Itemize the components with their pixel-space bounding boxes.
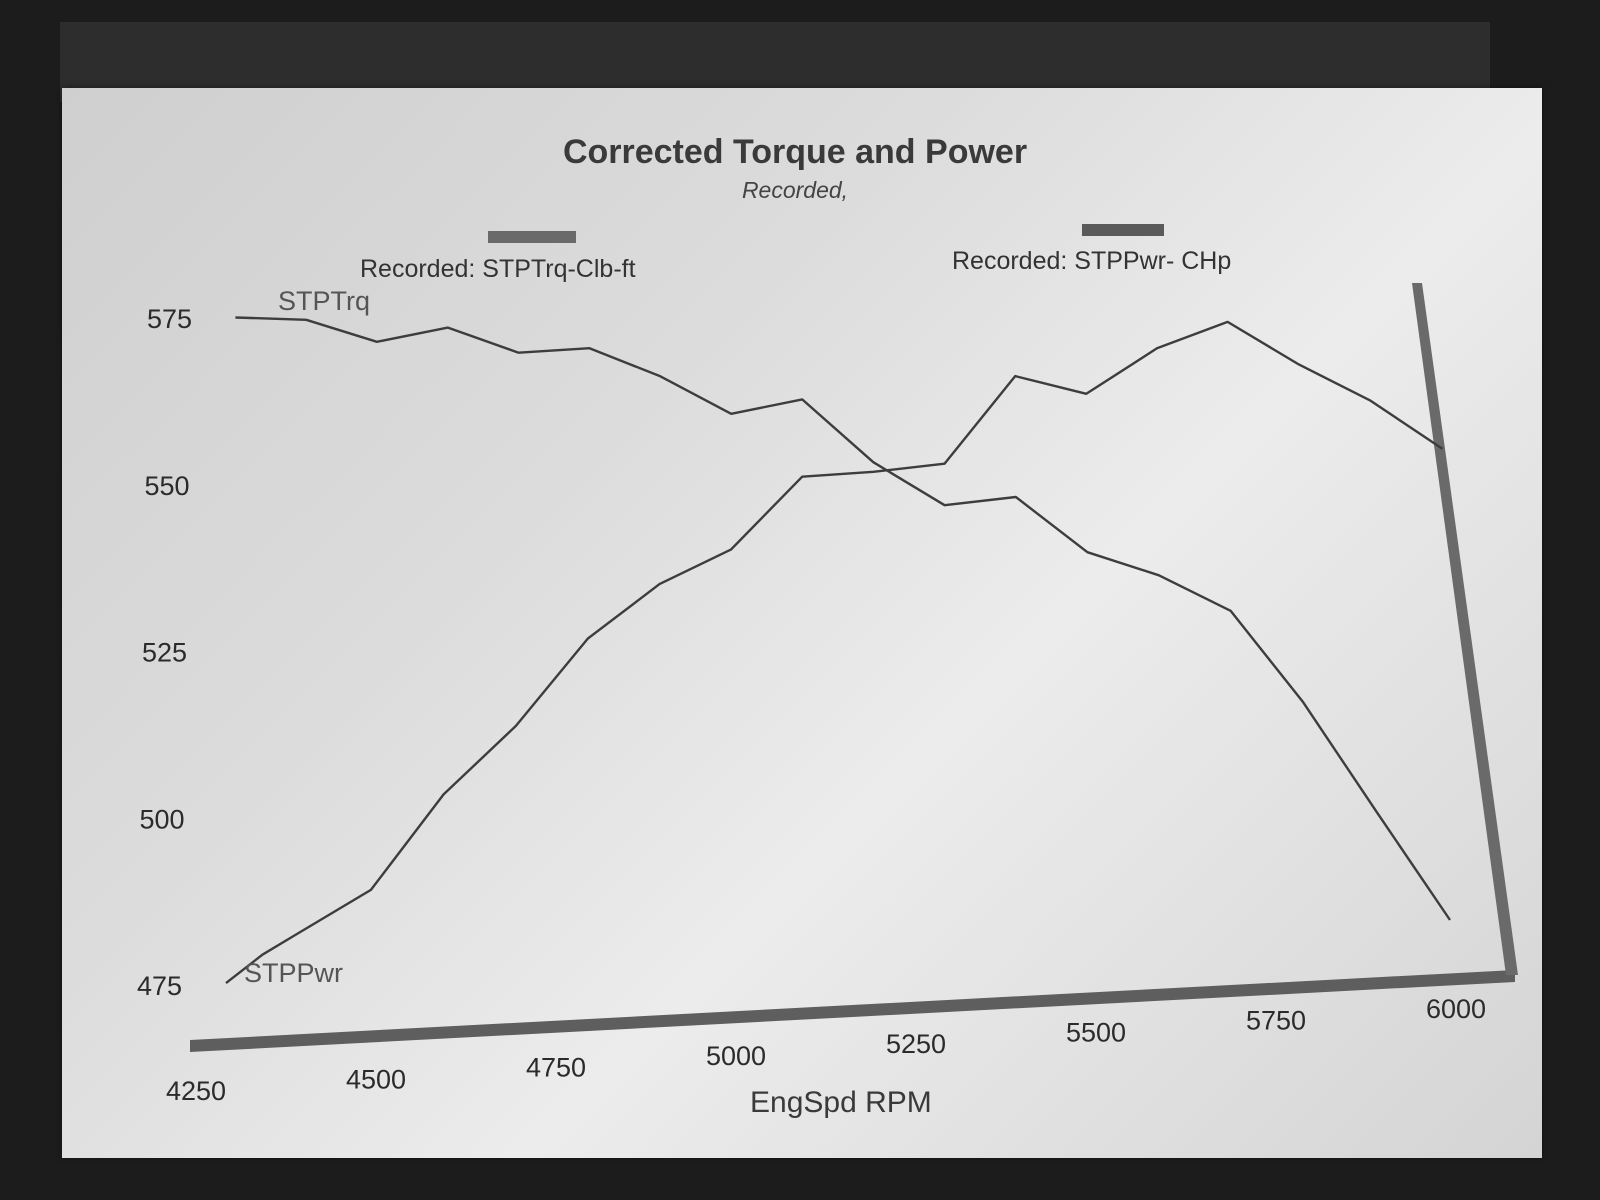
- legend-swatch-power: [1082, 224, 1164, 236]
- x-axis-ticks: 4250 4500 4750 5000 5250 5500 5750 6000: [166, 994, 1486, 1106]
- x-tick-label: 5750: [1246, 1006, 1306, 1036]
- series-line-power: [225, 320, 1444, 985]
- y-tick-label: 475: [137, 971, 182, 1001]
- right-frame-bar: [1412, 283, 1518, 975]
- x-tick-label: 4250: [166, 1076, 226, 1106]
- legend-label-torque: Recorded: STPTrq-Clb-ft: [360, 255, 636, 283]
- y-axis-ticks: 475 500 525 550 575: [137, 304, 192, 1001]
- chart-title: Corrected Torque and Power: [563, 133, 1027, 171]
- y-tick-label: 550: [144, 471, 189, 501]
- paper-sheet: [62, 88, 1542, 1158]
- series-tag-torque: STPTrq: [278, 286, 370, 316]
- chart-subtitle: Recorded,: [742, 177, 848, 203]
- x-tick-label: 5000: [706, 1041, 766, 1071]
- series-line-torque: [235, 316, 1451, 921]
- x-tick-label: 5250: [886, 1029, 946, 1059]
- y-tick-label: 575: [147, 304, 192, 334]
- series-lines: [225, 316, 1451, 985]
- y-tick-label: 525: [142, 638, 187, 668]
- x-axis-label: EngSpd RPM: [750, 1086, 932, 1119]
- x-axis-bar: [190, 970, 1515, 1052]
- x-tick-label: 4750: [526, 1053, 586, 1083]
- x-tick-label: 5500: [1066, 1017, 1126, 1047]
- series-tag-power: STPPwr: [244, 958, 343, 988]
- y-tick-label: 500: [139, 804, 184, 834]
- x-tick-label: 6000: [1426, 994, 1486, 1024]
- x-tick-label: 4500: [346, 1064, 406, 1094]
- legend-label-power: Recorded: STPPwr- CHp: [952, 247, 1231, 275]
- legend-swatch-torque: [488, 231, 576, 243]
